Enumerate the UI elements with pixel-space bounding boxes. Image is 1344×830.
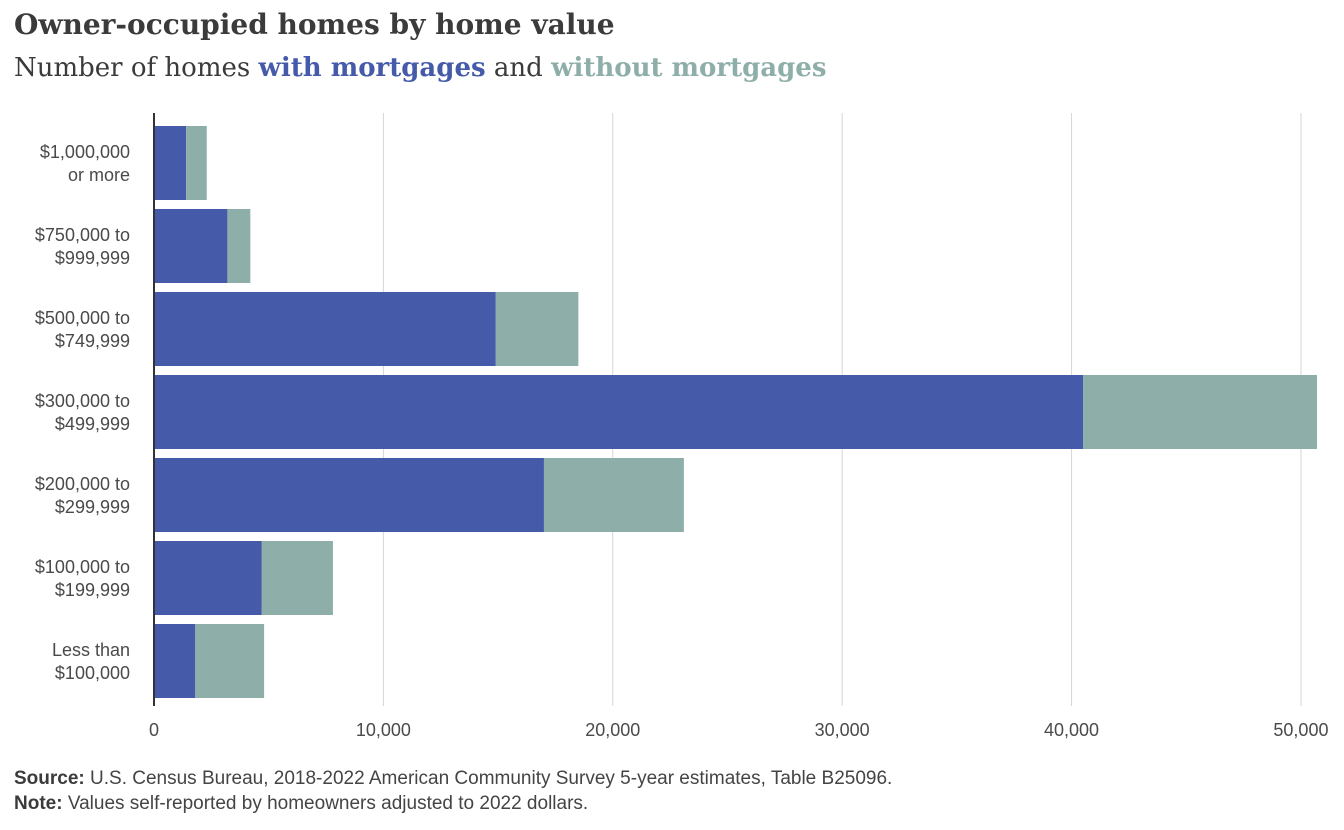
bar-without-mortgages — [543, 458, 684, 532]
x-tick-label: 50,000 — [1273, 720, 1328, 740]
bar-with-mortgages — [154, 624, 196, 698]
bar-chart: 0 10,000 20,000 30,000 40,000 50,000 $1,000,00… — [35, 113, 1328, 740]
bar-with-mortgages — [154, 126, 187, 200]
category-label: $100,000 to $199,999 — [35, 557, 130, 600]
x-tick-label: 40,000 — [1044, 720, 1099, 740]
bar-without-mortgages — [261, 541, 333, 615]
category-label: $1,000,000 or more — [40, 142, 130, 185]
bar-without-mortgages — [1083, 375, 1317, 449]
subtitle-and: and — [493, 53, 543, 83]
legend-with-mortgages: with mortgages — [258, 53, 486, 83]
note-text: Values self-reported by homeowners adjus… — [67, 793, 589, 814]
category-label: $500,000 to $749,999 — [35, 308, 130, 351]
bar-without-mortgages — [495, 292, 579, 366]
note-label: Note: — [14, 793, 63, 814]
note-line: Note: Values self-reported by homeowners… — [14, 791, 892, 816]
x-tick-label: 10,000 — [356, 720, 411, 740]
x-tick-label: 30,000 — [815, 720, 870, 740]
x-tick-label: 20,000 — [585, 720, 640, 740]
bar-with-mortgages — [154, 292, 496, 366]
source-text: U.S. Census Bureau, 2018-2022 American C… — [90, 768, 893, 789]
legend-without-mortgages: without mortgages — [551, 53, 827, 83]
bar-with-mortgages — [154, 541, 262, 615]
category-label: $200,000 to $299,999 — [35, 474, 130, 517]
bar-without-mortgages — [195, 624, 265, 698]
category-label: $750,000 to $999,999 — [35, 225, 130, 268]
bar-without-mortgages — [186, 126, 207, 200]
source-line: Source: U.S. Census Bureau, 2018-2022 Am… — [14, 766, 892, 791]
chart-footer: Source: U.S. Census Bureau, 2018-2022 Am… — [14, 766, 892, 816]
bar-with-mortgages — [154, 458, 544, 532]
chart-subtitle: Number of homes with mortgages and witho… — [14, 53, 827, 83]
subtitle-prefix: Number of homes — [14, 53, 251, 83]
category-label: Less than $100,000 — [52, 640, 130, 683]
source-label: Source: — [14, 768, 85, 789]
bar-with-mortgages — [154, 375, 1084, 449]
bar-with-mortgages — [154, 209, 228, 283]
category-label: $300,000 to $499,999 — [35, 391, 130, 434]
bar-without-mortgages — [227, 209, 251, 283]
chart-title: Owner-occupied homes by home value — [14, 8, 615, 41]
x-tick-label: 0 — [149, 720, 159, 740]
